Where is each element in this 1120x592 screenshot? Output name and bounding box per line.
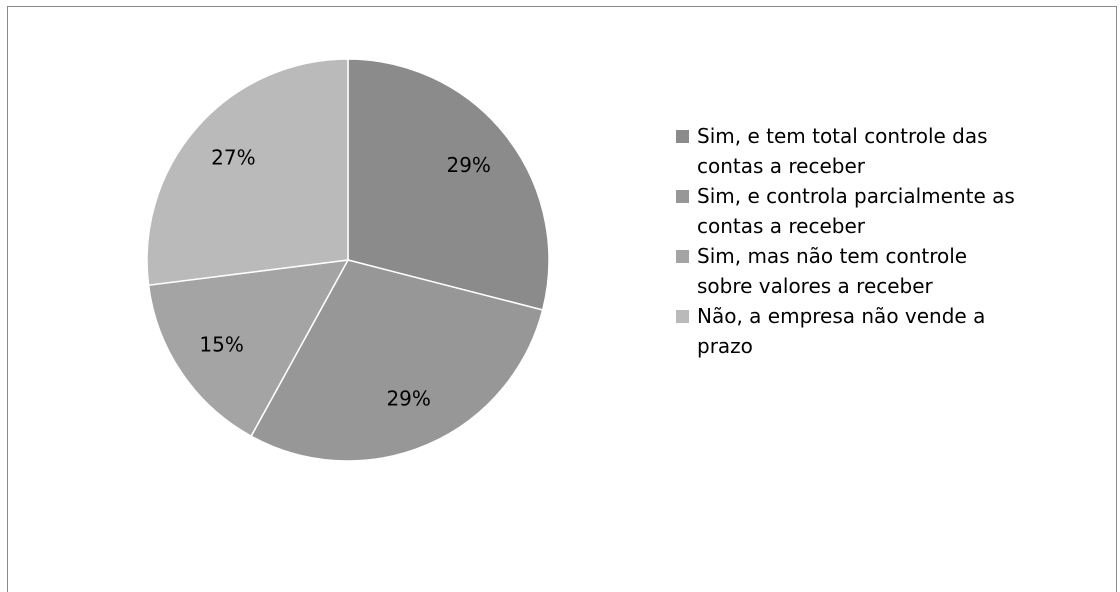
- legend-swatch: [676, 310, 689, 323]
- legend-entry: Sim, e controla parcialmente as contas a…: [676, 181, 1016, 241]
- pie-slice: [146, 58, 349, 287]
- legend: Sim, e tem total controle das contas a r…: [676, 121, 1016, 361]
- legend-label: Não, a empresa não vende a prazo: [697, 304, 986, 358]
- pie-slice: [347, 58, 550, 311]
- chart-frame: [7, 6, 1117, 592]
- pie-slice: [250, 259, 544, 462]
- legend-label: Sim, e tem total controle das contas a r…: [697, 124, 988, 178]
- legend-entry: Sim, mas não tem controle sobre valores …: [676, 241, 1016, 301]
- data-label: 29%: [446, 153, 490, 177]
- legend-swatch: [676, 250, 689, 263]
- legend-label: Sim, e controla parcialmente as contas a…: [697, 184, 1015, 238]
- legend-swatch: [676, 190, 689, 203]
- legend-swatch: [676, 130, 689, 143]
- data-label: 15%: [199, 332, 243, 356]
- data-label: 27%: [211, 145, 255, 169]
- legend-label: Sim, mas não tem controle sobre valores …: [697, 244, 968, 298]
- pie-slice: [147, 259, 350, 438]
- legend-entry: Sim, e tem total controle das contas a r…: [676, 121, 1016, 181]
- legend-entry: Não, a empresa não vende a prazo: [676, 301, 1016, 361]
- data-label: 29%: [386, 387, 430, 411]
